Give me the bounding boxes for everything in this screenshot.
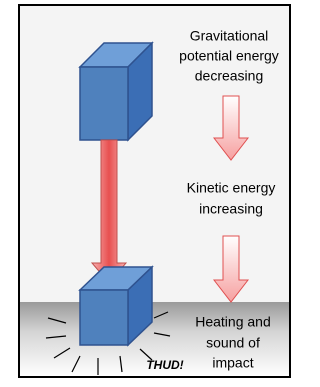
heat-label: impact: [212, 355, 253, 371]
potential-label: Gravitational: [190, 28, 269, 44]
heat-label: Heating and: [195, 314, 271, 330]
potential-label: decreasing: [195, 68, 264, 84]
diagram: Gravitational potential energy decreasin…: [0, 0, 297, 382]
thud-label: THUD!: [146, 358, 183, 372]
potential-label: potential energy: [179, 48, 279, 64]
top-cube: [80, 43, 152, 140]
kinetic-label: Kinetic energy: [187, 180, 276, 196]
kinetic-label: increasing: [199, 201, 263, 217]
page: {"labels": { "potential": ["Gravitationa…: [0, 0, 297, 382]
heat-label: sound of: [206, 335, 260, 351]
bottom-cube: [80, 267, 152, 345]
